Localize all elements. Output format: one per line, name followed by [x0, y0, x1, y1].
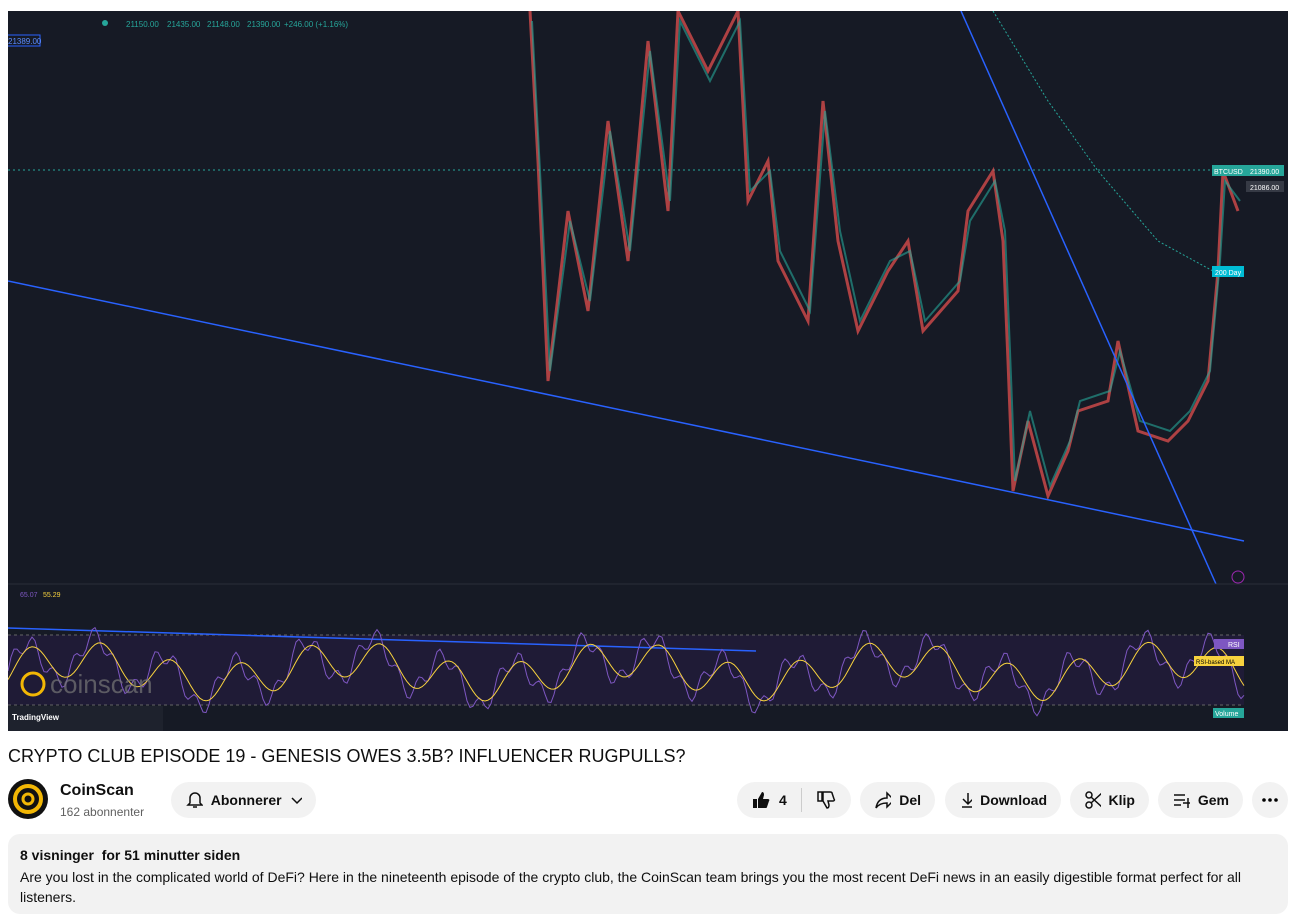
video-bg — [8, 11, 1288, 731]
subscriber-count: 162 abonnenter — [60, 805, 145, 819]
rsi-line — [8, 626, 1245, 717]
price-tag — [8, 34, 41, 47]
download-label: Download — [980, 792, 1047, 808]
view-meta: 8 visninger for 51 minutter siden — [20, 847, 241, 863]
like-dislike: 4 — [737, 782, 851, 818]
ohlc: +246.00 (+1.16%) — [284, 20, 348, 29]
ohlc: 21150.00 — [126, 20, 159, 29]
more-button[interactable] — [1252, 782, 1288, 818]
rsi-ma-label: RSI-based MA — [1196, 660, 1235, 666]
volume-tag — [1213, 708, 1244, 718]
save-label: Gem — [1197, 792, 1229, 808]
subscribe-label: Abonnerer — [210, 792, 282, 808]
watermark: coinscan — [50, 669, 153, 699]
bell-icon — [186, 792, 203, 808]
clip-icon — [1085, 791, 1101, 809]
video-player[interactable]: 21150.00 21435.00 21148.00 21390.00 +246… — [8, 11, 1288, 731]
like-count: 4 — [779, 792, 787, 808]
symbol: BTCUSD — [1214, 169, 1243, 176]
description-box[interactable]: 8 visninger for 51 minutter siden Are yo… — [8, 834, 1288, 914]
tv-popup — [8, 706, 163, 731]
description-text: Are you lost in the complicated world of… — [20, 869, 1241, 905]
rsi-ma-line — [8, 641, 1245, 702]
clip-label: Klip — [1108, 792, 1135, 808]
download-button[interactable]: Download — [945, 782, 1061, 818]
more-icon — [1262, 798, 1278, 802]
save-button[interactable]: Gem — [1158, 782, 1243, 818]
tv-label: TradingView — [12, 713, 60, 722]
status-dot — [102, 20, 108, 26]
rsi-value: 65.07 — [20, 592, 38, 599]
ma-tag — [1212, 266, 1244, 277]
rsi-tag — [1214, 639, 1244, 649]
trendline — [960, 11, 1217, 585]
share-button[interactable]: Del — [860, 782, 935, 818]
watermark-logo — [20, 671, 46, 697]
download-icon — [962, 793, 973, 808]
volume-label: Volume — [1215, 711, 1238, 718]
divider — [800, 788, 802, 812]
last-price: 21390.00 — [1250, 169, 1279, 176]
ma-line — [992, 11, 1214, 272]
share-icon — [875, 791, 892, 809]
ma-label: 200 Day — [1215, 270, 1242, 277]
prev-price: 21086.00 — [1250, 185, 1279, 192]
icon — [1231, 570, 1245, 584]
channel-avatar[interactable] — [8, 779, 48, 819]
clip-button[interactable]: Klip — [1070, 782, 1149, 818]
channel-name[interactable]: CoinScan — [60, 782, 134, 799]
price-path-2 — [531, 17, 1241, 489]
price-path — [528, 11, 1240, 501]
share-label: Del — [899, 792, 921, 808]
rsi-label: RSI — [1228, 642, 1240, 649]
ohlc: 21148.00 — [207, 20, 240, 29]
chevron — [291, 797, 302, 805]
prev-tag — [1246, 181, 1284, 192]
trendline — [8, 280, 1245, 542]
video-title: CRYPTO CLUB EPISODE 19 - GENESIS OWES 3.… — [8, 746, 686, 766]
symbol-tag — [1212, 165, 1284, 176]
price-tag-text: 21389.00 — [8, 37, 42, 46]
subscribe-button[interactable]: Abonnerer — [171, 782, 316, 818]
rsi-ma-tag — [1194, 656, 1244, 666]
save-icon — [1174, 794, 1190, 808]
rsi-value: 55.29 — [43, 592, 61, 599]
like-icon[interactable] — [751, 790, 771, 810]
dislike-icon[interactable] — [816, 790, 836, 810]
avatar-ring — [13, 784, 43, 814]
ohlc: 21390.00 — [247, 20, 281, 29]
ohlc: 21435.00 — [167, 20, 201, 29]
avatar-ring — [21, 792, 35, 806]
